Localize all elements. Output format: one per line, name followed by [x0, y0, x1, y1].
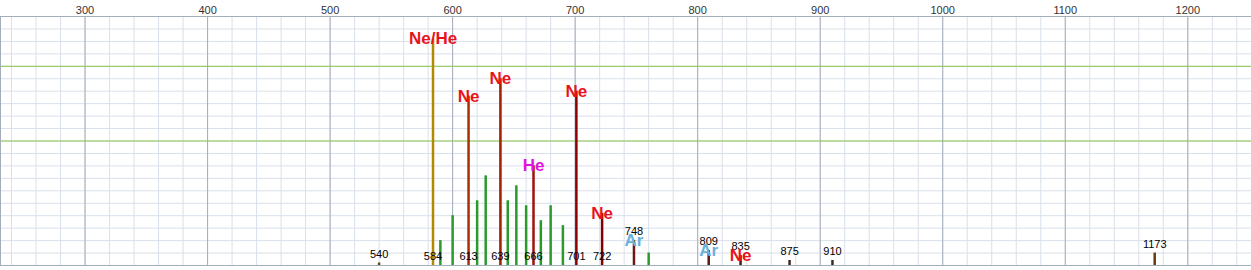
svg-text:910: 910: [823, 245, 841, 257]
svg-text:639: 639: [491, 250, 509, 262]
svg-text:700: 700: [566, 4, 584, 16]
svg-text:Ne/He: Ne/He: [409, 29, 457, 48]
svg-text:400: 400: [198, 4, 216, 16]
svg-text:Ne: Ne: [591, 204, 613, 223]
svg-text:Ne: Ne: [730, 246, 752, 265]
svg-text:Ar: Ar: [699, 241, 718, 260]
svg-text:875: 875: [780, 245, 798, 257]
svg-text:666: 666: [524, 250, 542, 262]
svg-text:500: 500: [321, 4, 339, 16]
svg-text:722: 722: [593, 250, 611, 262]
svg-text:600: 600: [443, 4, 461, 16]
svg-text:Ar: Ar: [625, 231, 644, 250]
svg-text:1200: 1200: [1176, 4, 1200, 16]
svg-text:Ne: Ne: [458, 87, 480, 106]
svg-text:701: 701: [567, 250, 585, 262]
svg-text:Ne: Ne: [566, 82, 588, 101]
svg-text:900: 900: [811, 4, 829, 16]
svg-text:Ne: Ne: [490, 69, 512, 88]
svg-text:He: He: [523, 156, 545, 175]
svg-text:613: 613: [459, 250, 477, 262]
svg-text:584: 584: [424, 250, 442, 262]
svg-text:1100: 1100: [1053, 4, 1077, 16]
svg-text:540: 540: [370, 248, 388, 260]
svg-text:300: 300: [76, 4, 94, 16]
svg-text:1173: 1173: [1143, 238, 1167, 250]
svg-text:1000: 1000: [930, 4, 954, 16]
svg-text:800: 800: [688, 4, 706, 16]
